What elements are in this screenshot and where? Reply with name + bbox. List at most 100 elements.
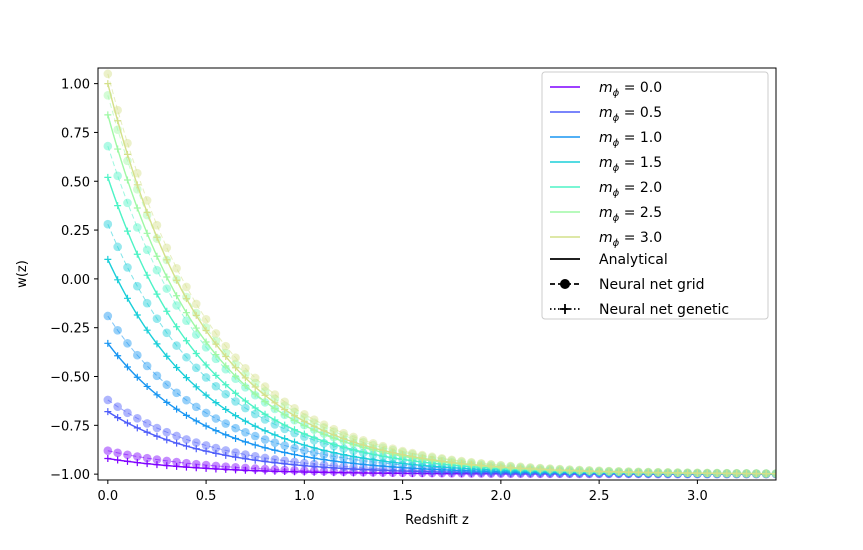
genetic-point xyxy=(408,453,416,461)
y-tick-label: 0.00 xyxy=(61,273,90,288)
legend-entry: mϕ = 1.5 xyxy=(599,155,662,174)
y-tick-label: 0.75 xyxy=(61,126,90,141)
grid-point xyxy=(152,371,162,381)
genetic-point xyxy=(163,436,171,444)
genetic-point xyxy=(133,204,141,212)
grid-point xyxy=(182,316,191,326)
grid-point xyxy=(182,395,191,405)
genetic-point xyxy=(625,468,633,476)
genetic-point xyxy=(733,469,741,477)
grid-point xyxy=(133,350,142,360)
legend: mϕ = 0.0 mϕ = 0.5 mϕ = 1.0 mϕ = 1.5 mϕ = 2.0… xyxy=(541,71,769,320)
genetic-point xyxy=(281,435,289,443)
grid-point xyxy=(290,443,299,453)
genetic-point xyxy=(114,456,122,464)
grid-point xyxy=(162,243,172,253)
legend-style-entry: Neural net grid xyxy=(550,277,704,293)
grid-point xyxy=(191,330,201,339)
legend-entry: mϕ = 0.5 xyxy=(599,105,662,124)
grid-point xyxy=(250,373,260,383)
x-tick-label: 3.0 xyxy=(687,489,708,504)
grid-point xyxy=(349,432,358,442)
legend-box xyxy=(541,71,769,320)
genetic-point xyxy=(300,468,308,476)
grid-point xyxy=(211,329,221,338)
genetic-point xyxy=(575,467,583,475)
grid-point xyxy=(221,446,231,455)
genetic-point xyxy=(241,455,249,463)
genetic-point xyxy=(261,427,269,435)
grid-point xyxy=(162,380,172,389)
genetic-point xyxy=(684,469,692,477)
genetic-point xyxy=(104,173,112,181)
grid-point xyxy=(270,438,280,447)
grid-point xyxy=(133,281,142,291)
genetic-point xyxy=(212,449,220,457)
grid-line xyxy=(107,450,776,475)
grid-point xyxy=(309,448,319,457)
genetic-point xyxy=(163,398,171,406)
grid-point xyxy=(142,196,152,205)
genetic-point xyxy=(399,451,407,459)
genetic-point xyxy=(291,451,299,459)
genetic-point xyxy=(762,470,770,478)
genetic-point xyxy=(271,459,279,467)
grid-point xyxy=(172,457,181,467)
genetic-point xyxy=(143,271,151,279)
genetic-point xyxy=(291,461,299,469)
grid-point xyxy=(133,223,142,232)
genetic-point xyxy=(241,438,249,446)
genetic-point xyxy=(752,470,760,478)
genetic-point xyxy=(458,459,466,467)
genetic-point xyxy=(251,390,259,398)
grid-point xyxy=(329,424,339,434)
genetic-point xyxy=(438,457,446,465)
genetic-point xyxy=(320,463,328,471)
genetic-point xyxy=(261,410,269,418)
genetic-point xyxy=(202,391,210,399)
genetic-point xyxy=(261,391,269,399)
genetic-point xyxy=(153,391,161,399)
genetic-point xyxy=(123,363,131,371)
grid-point xyxy=(241,428,250,437)
genetic-point xyxy=(330,464,338,472)
genetic-point xyxy=(261,458,269,466)
genetic-point xyxy=(104,255,112,263)
genetic-point xyxy=(123,176,131,184)
genetic-point xyxy=(212,427,220,435)
legend-entry: mϕ = 2.5 xyxy=(599,205,662,224)
legend-entry: mϕ = 0.0 xyxy=(599,80,662,99)
genetic-point xyxy=(349,459,357,467)
genetic-point xyxy=(320,437,328,445)
genetic-point xyxy=(232,412,240,420)
genetic-point xyxy=(271,416,279,424)
genetic-point xyxy=(212,465,220,473)
genetic-point xyxy=(251,441,259,449)
genetic-point xyxy=(143,460,151,468)
y-tick-label: 0.50 xyxy=(61,175,90,190)
genetic-point xyxy=(182,463,190,471)
grid-point xyxy=(133,414,142,423)
genetic-point xyxy=(153,290,161,298)
genetic-point xyxy=(693,469,701,477)
genetic-point xyxy=(212,340,220,348)
grid-point xyxy=(113,242,122,252)
genetic-point xyxy=(192,464,200,472)
genetic-point xyxy=(526,465,534,473)
genetic-point xyxy=(448,458,456,466)
x-tick-label: 1.0 xyxy=(294,489,315,504)
genetic-point xyxy=(232,364,240,372)
x-tick-label: 1.5 xyxy=(392,489,413,504)
genetic-point xyxy=(644,469,652,477)
genetic-point xyxy=(202,422,210,430)
genetic-point xyxy=(104,408,112,416)
grid-point xyxy=(388,444,398,453)
genetic-point xyxy=(173,405,181,413)
genetic-point xyxy=(723,469,731,477)
y-tick-label: −0.25 xyxy=(50,322,90,337)
plot-area xyxy=(103,69,776,479)
grid-point xyxy=(142,453,152,463)
grid-point xyxy=(211,381,221,391)
genetic-point xyxy=(330,457,338,465)
grid-point xyxy=(270,390,280,399)
